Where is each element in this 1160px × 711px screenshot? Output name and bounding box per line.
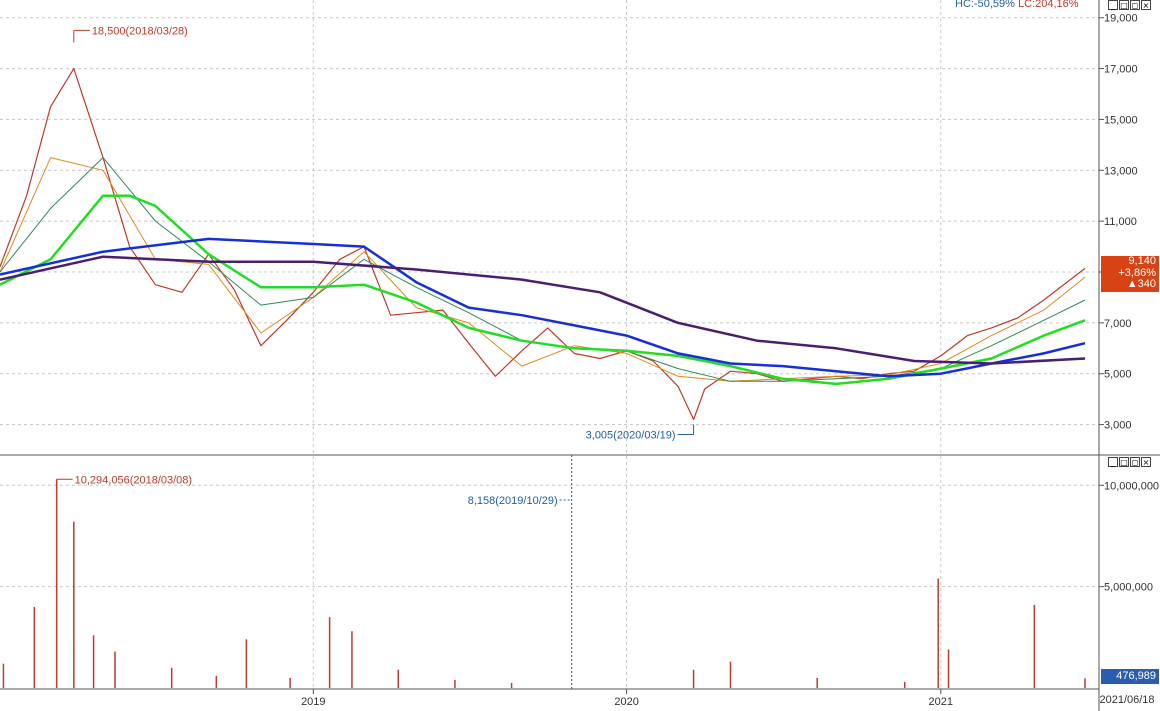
price-series-line	[0, 194, 1086, 386]
lc-text: LC:204,16%	[1017, 0, 1079, 10]
minimize-icon[interactable]: _	[1108, 457, 1118, 467]
low-annotation: 3,005(2020/03/19)	[586, 429, 676, 441]
restore-icon[interactable]: □	[1119, 0, 1129, 10]
current-volume-badge: 476,989	[1101, 669, 1159, 684]
hl-info: HC:-50,59% LC:204,16%	[955, 0, 1079, 10]
volume-high-annotation: 10,294,056(2018/03/08)	[75, 474, 192, 486]
close-icon[interactable]: ×	[1141, 457, 1151, 467]
x-axis: 2019 2020 2021	[301, 689, 953, 708]
price-tick-label: 19,000	[1104, 13, 1138, 25]
current-volume: 476,989	[1116, 670, 1156, 682]
price-series-line	[0, 157, 1086, 382]
price-tick-label: 15,000	[1104, 114, 1138, 126]
price-axis: 3,0005,0007,0009,00011,00013,00015,00017…	[1099, 13, 1138, 432]
change-percent: +3,86%	[1118, 266, 1156, 279]
price-series-line	[0, 255, 1086, 365]
last-date-label: 2021/06/18	[1094, 694, 1160, 706]
volume-axis: 5,000,000 10,000,000	[1099, 480, 1159, 594]
current-price: 9,140	[1128, 255, 1156, 267]
price-tick-label: 5,000	[1104, 369, 1132, 381]
current-price-badge: 9,140 +3,86% ▲340	[1101, 255, 1159, 292]
hc-text: HC:-50,59%	[955, 0, 1015, 10]
price-series-line	[0, 157, 1086, 382]
price-tick-label: 7,000	[1104, 318, 1132, 330]
price-lines	[0, 67, 1086, 421]
price-tick-label: 13,000	[1104, 165, 1138, 177]
volume-tick-label: 5,000,000	[1104, 582, 1153, 594]
high-annotation: 18,500(2018/03/28)	[92, 25, 188, 37]
x-grid	[312, 0, 942, 689]
volume-tick-label: 10,000,000	[1104, 480, 1159, 492]
price-tick-label: 3,000	[1104, 420, 1132, 432]
close-icon[interactable]: ×	[1141, 0, 1151, 10]
volume-bars	[2, 479, 1086, 688]
x-tick-label: 2019	[301, 696, 325, 708]
change-value: ▲340	[1126, 278, 1156, 290]
x-tick-label: 2020	[614, 696, 638, 708]
last-date: 2021/06/18	[1099, 694, 1155, 706]
price-series-line	[0, 67, 1086, 421]
minimize-icon[interactable]: _	[1108, 0, 1118, 10]
volume-low-annotation: 8,158(2019/10/29)	[468, 495, 558, 507]
volume-panel-controls: _ □ ◻ ×	[1108, 457, 1151, 467]
x-tick-label: 2021	[929, 696, 953, 708]
annotations: 18,500(2018/03/28) 3,005(2020/03/19) 10,29…	[56, 25, 695, 689]
price-tick-label: 11,000	[1104, 216, 1137, 228]
price-tick-label: 17,000	[1104, 64, 1138, 76]
price-series-line	[0, 237, 1086, 378]
maximize-icon[interactable]: ◻	[1130, 0, 1140, 10]
maximize-icon[interactable]: ◻	[1130, 457, 1140, 467]
price-panel-controls: _ □ ◻ ×	[1108, 0, 1151, 10]
price-grid	[0, 17, 1099, 426]
restore-icon[interactable]: □	[1119, 457, 1129, 467]
